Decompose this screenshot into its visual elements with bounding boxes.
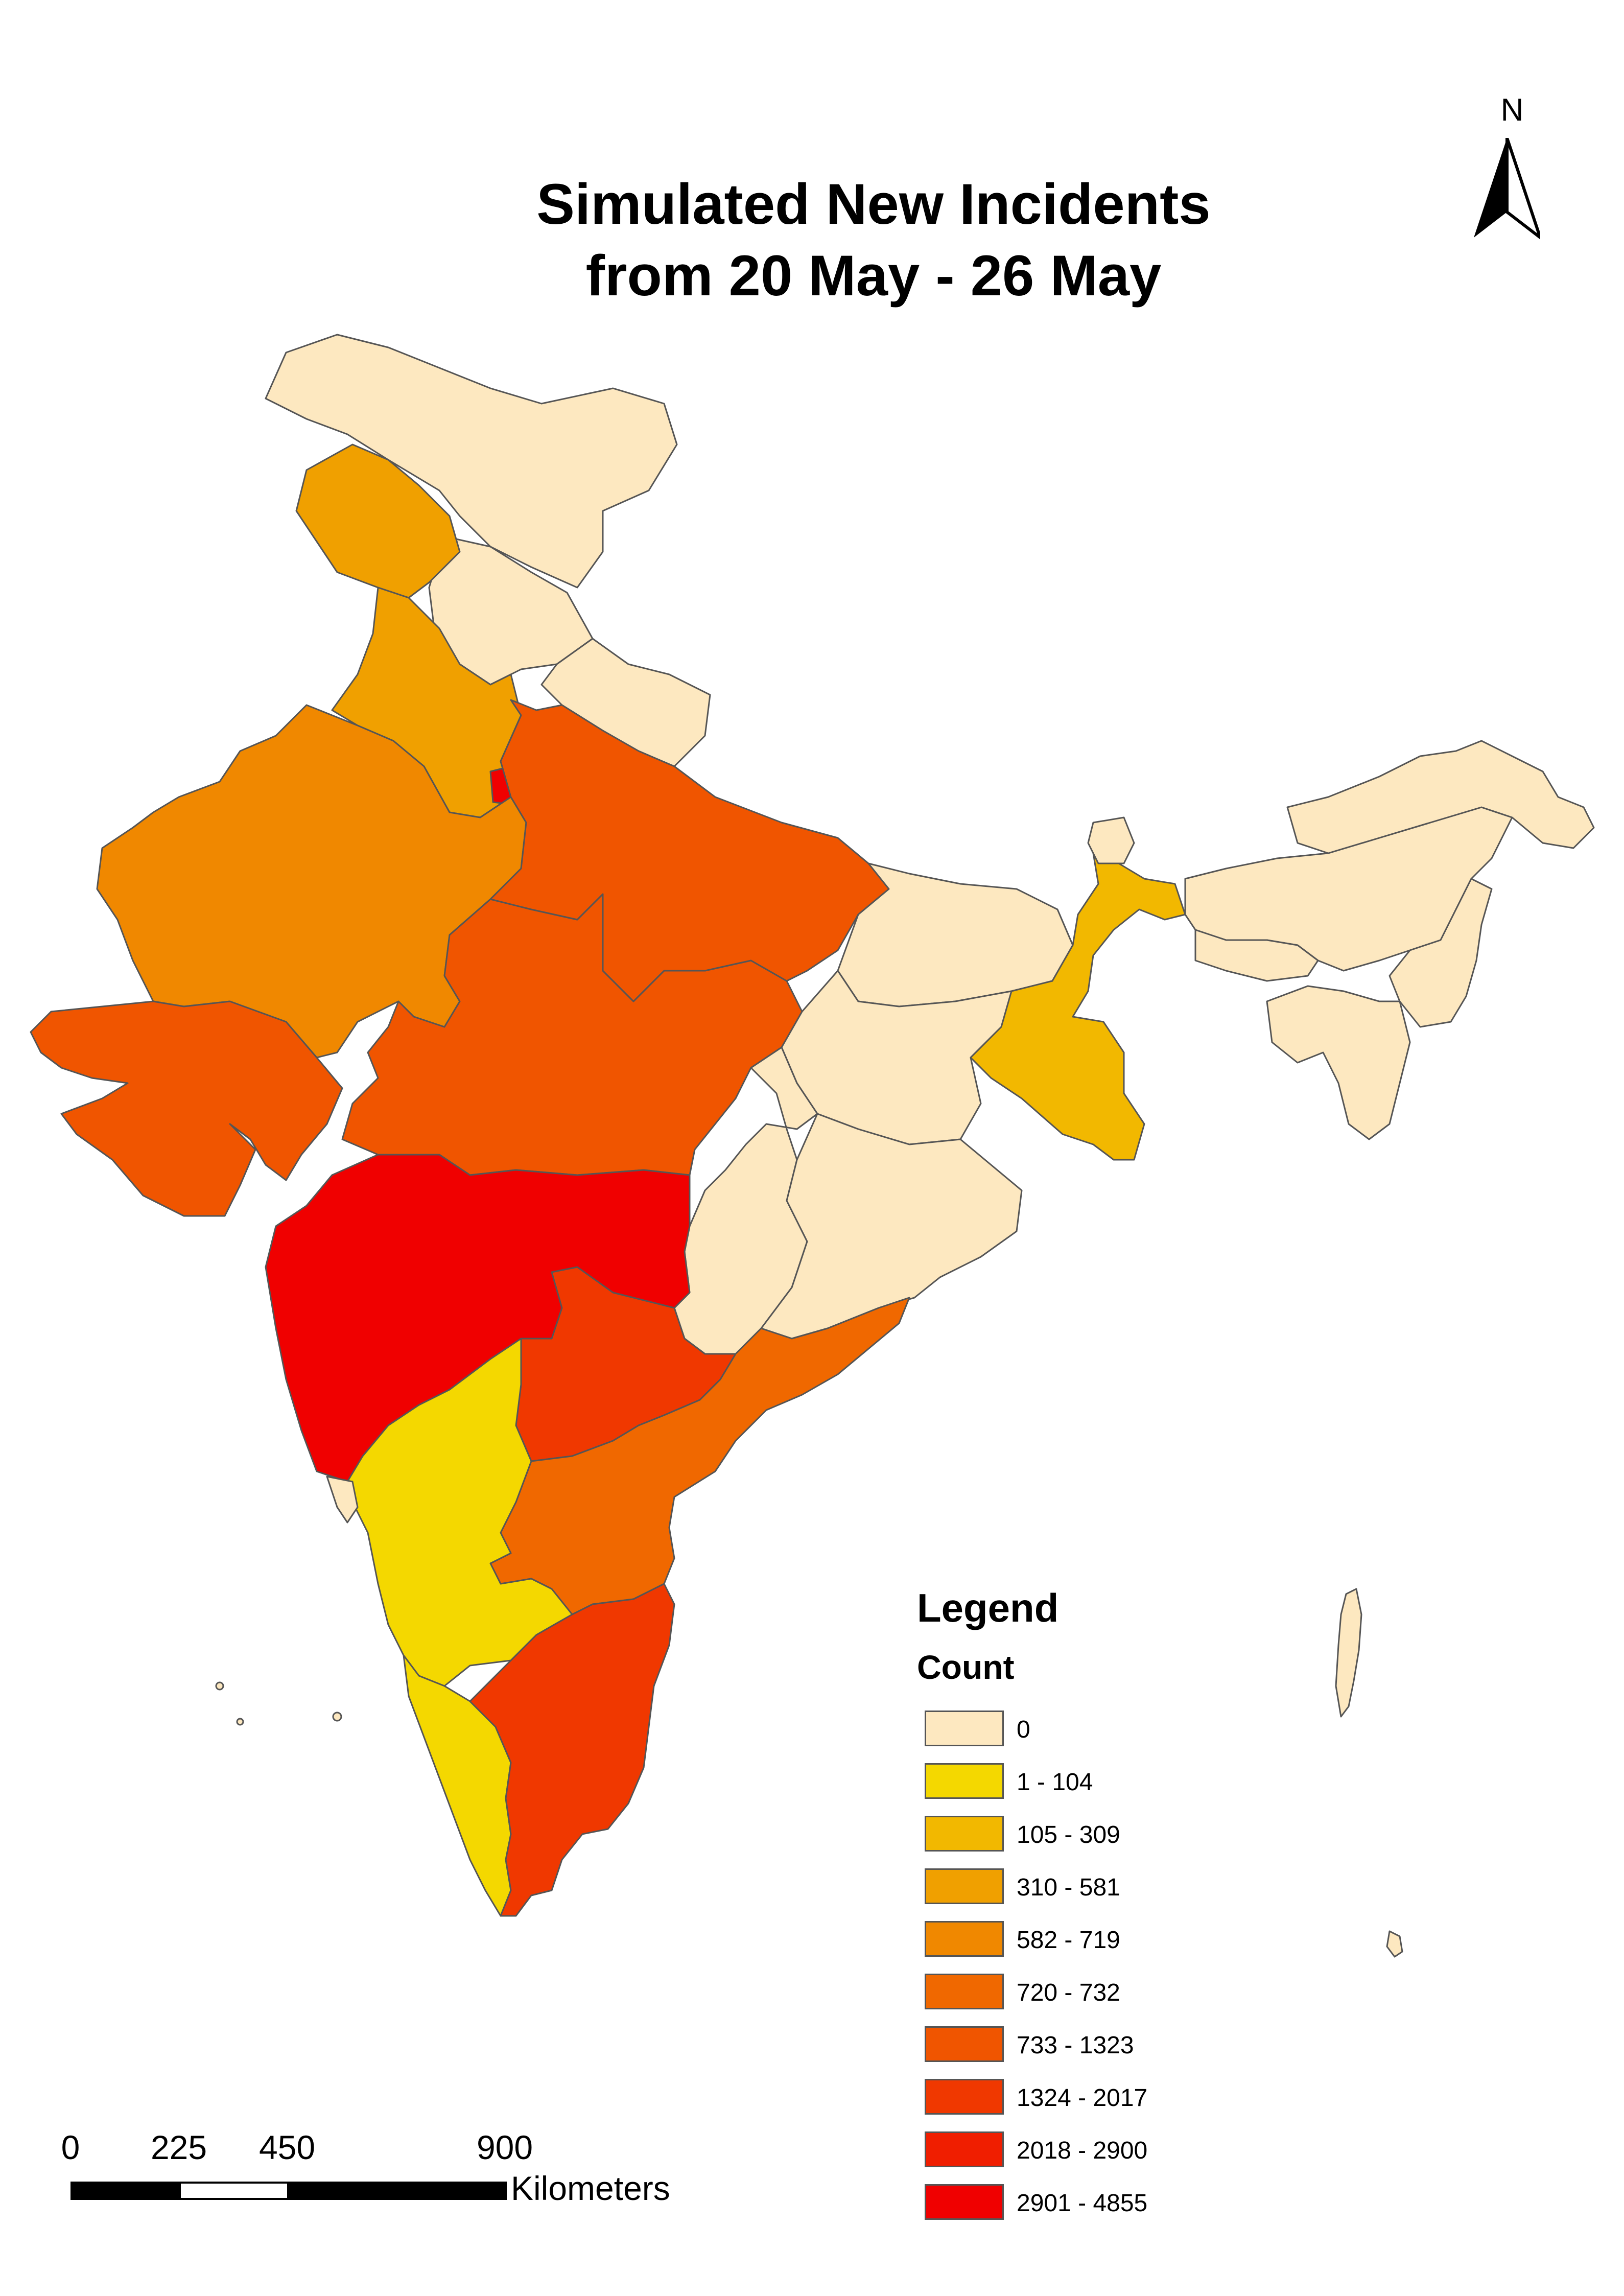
region-lakshadweep-1 bbox=[215, 1681, 224, 1691]
region-sikkim bbox=[1087, 816, 1135, 864]
region-uttarakhand bbox=[540, 638, 711, 767]
legend-swatch bbox=[925, 1711, 1004, 1746]
region-uttar-pradesh bbox=[489, 699, 890, 1002]
legend-label: 2018 - 2900 bbox=[1017, 2137, 1148, 2164]
region-jammu-kashmir bbox=[265, 334, 678, 589]
legend-item: 2018 - 2900 bbox=[925, 2131, 1282, 2184]
region-lakshadweep-3 bbox=[332, 1712, 342, 1722]
region-gujarat bbox=[30, 1000, 343, 1217]
legend-swatch bbox=[925, 1763, 1004, 1799]
legend-subtitle: Count bbox=[917, 1648, 1015, 1686]
legend-swatch bbox=[925, 1868, 1004, 1904]
legend-item: 0 bbox=[925, 1711, 1282, 1763]
region-lakshadweep-2 bbox=[236, 1718, 244, 1726]
legend-swatch bbox=[925, 1974, 1004, 2009]
legend-item: 1324 - 2017 bbox=[925, 2079, 1282, 2131]
legend-title: Legend bbox=[917, 1585, 1059, 1630]
legend-swatch bbox=[925, 1921, 1004, 1957]
legend-item: 105 - 309 bbox=[925, 1816, 1282, 1868]
legend-label: 2901 - 4855 bbox=[1017, 2190, 1148, 2217]
map-title: Simulated New Incidents from 20 May - 26… bbox=[337, 169, 1410, 312]
legend-label: 0 bbox=[1017, 1716, 1030, 1743]
north-arrow-icon bbox=[1474, 138, 1540, 240]
scale-bar-segment bbox=[70, 2182, 181, 2200]
region-arunachal-pradesh bbox=[1286, 740, 1595, 854]
legend-item: 1 - 104 bbox=[925, 1763, 1282, 1816]
legend-item: 733 - 1323 bbox=[925, 2026, 1282, 2079]
scale-tick-label: 0 bbox=[61, 2128, 80, 2166]
legend-label: 105 - 309 bbox=[1017, 1821, 1120, 1848]
legend-label: 582 - 719 bbox=[1017, 1927, 1120, 1954]
region-andaman-islands bbox=[1335, 1588, 1362, 1718]
map-title-line-2: from 20 May - 26 May bbox=[585, 244, 1162, 308]
scale-tick-label: 225 bbox=[150, 2128, 207, 2166]
legend-label: 733 - 1323 bbox=[1017, 2032, 1134, 2059]
legend-label: 310 - 581 bbox=[1017, 1874, 1120, 1901]
legend-item: 310 - 581 bbox=[925, 1868, 1282, 1921]
legend-swatch bbox=[925, 1816, 1004, 1852]
scale-tick-label: 450 bbox=[258, 2128, 316, 2166]
region-odisha bbox=[760, 1113, 1023, 1340]
region-goa bbox=[326, 1475, 359, 1524]
map-title-line-1: Simulated New Incidents bbox=[536, 172, 1211, 236]
region-rajasthan bbox=[96, 704, 527, 1059]
scale-bar-segment bbox=[287, 2182, 507, 2200]
region-nicobar-islands bbox=[1386, 1930, 1403, 1958]
scale-bar-segment bbox=[179, 2182, 289, 2200]
legend-item: 2901 - 4855 bbox=[925, 2184, 1282, 2237]
legend-label: 720 - 732 bbox=[1017, 1979, 1120, 2006]
legend-label: 1324 - 2017 bbox=[1017, 2084, 1148, 2112]
scale-tick-label: 900 bbox=[476, 2128, 533, 2166]
north-label: N bbox=[1500, 92, 1524, 128]
region-meghalaya bbox=[1194, 929, 1319, 982]
legend-item: 582 - 719 bbox=[925, 1921, 1282, 1974]
legend-swatch bbox=[925, 2184, 1004, 2220]
legend-swatch bbox=[925, 2131, 1004, 2167]
legend: 0 1 - 104 105 - 309 310 - 581 582 - 719 … bbox=[925, 1711, 1282, 2237]
region-mizoram-tripura bbox=[1266, 985, 1411, 1140]
legend-label: 1 - 104 bbox=[1017, 1769, 1093, 1796]
scale-unit-label: Kilometers bbox=[511, 2169, 670, 2207]
region-punjab bbox=[295, 443, 461, 599]
legend-swatch bbox=[925, 2026, 1004, 2062]
legend-swatch bbox=[925, 2079, 1004, 2115]
region-tamil-nadu bbox=[469, 1583, 675, 1917]
legend-item: 720 - 732 bbox=[925, 1974, 1282, 2026]
